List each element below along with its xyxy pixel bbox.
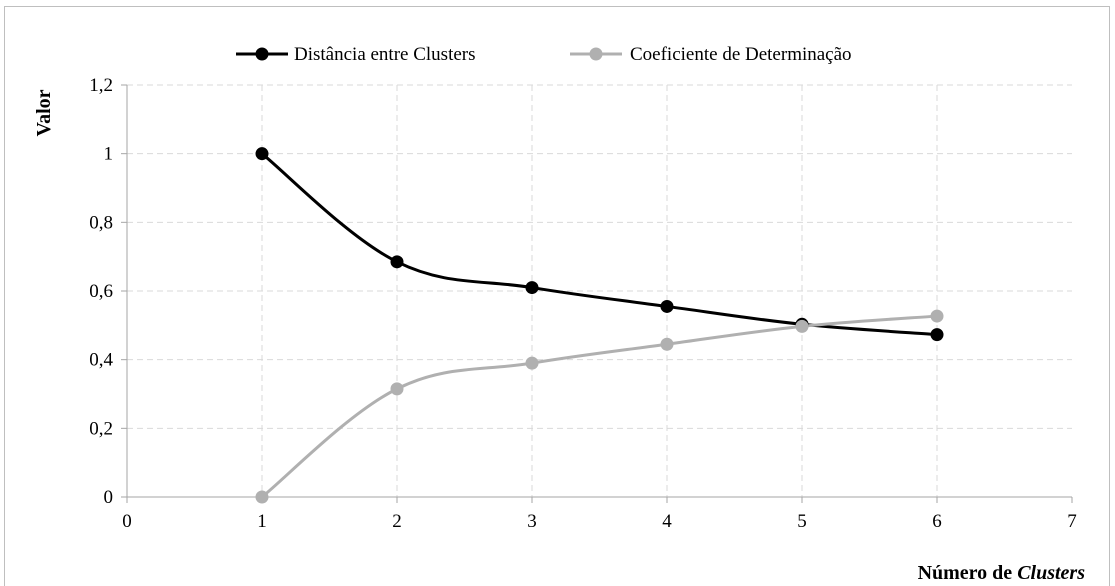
chart-frame: [4, 6, 1110, 586]
x-axis-title: Número de Clusters: [918, 562, 1086, 584]
y-tick-label: 0: [104, 487, 114, 508]
x-tick-label: 6: [932, 511, 942, 532]
x-axis-title-prefix: Número de: [918, 562, 1018, 584]
y-tick-label: 0,4: [89, 350, 113, 371]
y-tick-label: 0,6: [89, 281, 113, 302]
series-line-0: [261, 152, 938, 337]
y-tick-label: 1: [104, 144, 114, 165]
data-point-0: [930, 328, 944, 342]
x-tick-label: 3: [527, 511, 537, 532]
y-tick-label: 1,2: [89, 75, 113, 96]
data-point-0: [660, 299, 674, 313]
x-tick-label: 5: [797, 511, 807, 532]
axes: 0 0,2 0,4 0,6 0,8 1 1,2 0 1 2 3 4 5 6 7: [89, 75, 1077, 532]
legend: Distância entre Clusters Coeficiente de …: [236, 44, 852, 65]
data-point-1: [930, 309, 944, 323]
data-point-0: [390, 255, 404, 269]
data-point-0: [525, 281, 539, 295]
series: [255, 147, 944, 504]
data-point-0: [255, 147, 269, 161]
legend-label: Distância entre Clusters: [294, 44, 476, 65]
x-tick-label: 2: [392, 511, 402, 532]
y-tick-label: 0,2: [89, 418, 113, 439]
data-point-1: [255, 490, 269, 504]
legend-label: Coeficiente de Determinação: [630, 44, 852, 65]
legend-item-0: Distância entre Clusters: [236, 44, 476, 65]
x-tick-label: 0: [122, 511, 132, 532]
data-point-1: [660, 337, 674, 351]
series-line-1: [261, 314, 938, 499]
y-tick-label: 0,8: [89, 212, 113, 233]
data-point-1: [795, 319, 809, 333]
x-tick-label: 7: [1067, 511, 1077, 532]
grid: [127, 84, 1072, 497]
x-tick-label: 4: [662, 511, 672, 532]
legend-item-1: Coeficiente de Determinação: [570, 44, 852, 65]
data-point-1: [525, 356, 539, 370]
legend-swatch-marker: [589, 47, 603, 61]
y-axis-title: Valor: [33, 89, 55, 136]
x-tick-label: 1: [257, 511, 267, 532]
data-point-1: [390, 382, 404, 396]
legend-swatch-marker: [255, 47, 269, 61]
x-axis-title-italic: Clusters: [1017, 562, 1085, 584]
